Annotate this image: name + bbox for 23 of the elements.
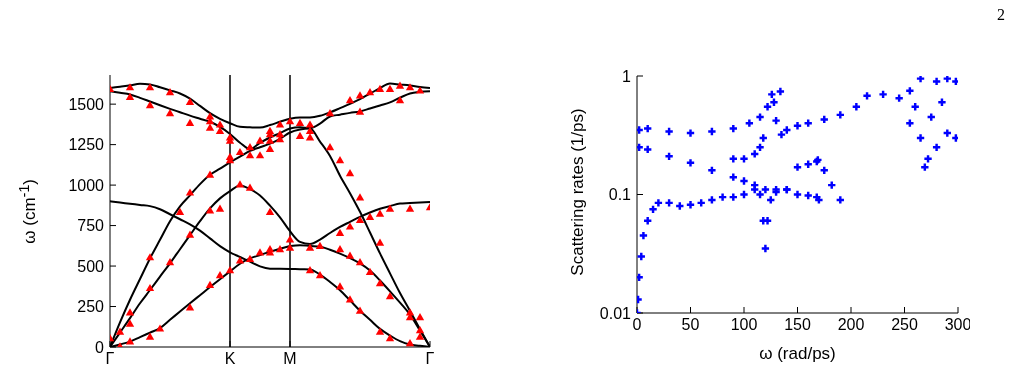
x-tick-label: Γ xyxy=(425,350,435,368)
y-tick-label: 0.1 xyxy=(608,186,632,204)
y-tick-label: 0 xyxy=(95,338,105,356)
y-tick-label: 750 xyxy=(77,217,105,235)
x-tick-label: 250 xyxy=(891,316,918,334)
y-tick-label: 250 xyxy=(77,298,105,316)
y-tick-label: 1000 xyxy=(68,176,105,194)
text: 2 xyxy=(997,6,1005,24)
y-tick-label: 1 xyxy=(622,67,632,85)
y-tick-label: 500 xyxy=(77,257,105,275)
x-tick-label: 150 xyxy=(784,316,811,334)
y-tick-label: 1250 xyxy=(68,136,105,154)
x-axis-title: ω (rad/ps) xyxy=(758,344,837,364)
x-tick-label: Γ xyxy=(105,350,115,368)
x-tick-label: K xyxy=(224,350,236,368)
y-tick-label: 0.01 xyxy=(599,304,632,322)
y-tick-label: 1500 xyxy=(68,95,105,113)
x-tick-label: 300 xyxy=(944,316,972,334)
x-tick-label: 50 xyxy=(681,316,700,334)
x-tick-label: M xyxy=(283,350,297,368)
y-axis-title: Scattering rates (1/ps) xyxy=(568,107,588,278)
x-tick-label: 200 xyxy=(837,316,865,334)
x-tick-label: 100 xyxy=(730,316,758,334)
